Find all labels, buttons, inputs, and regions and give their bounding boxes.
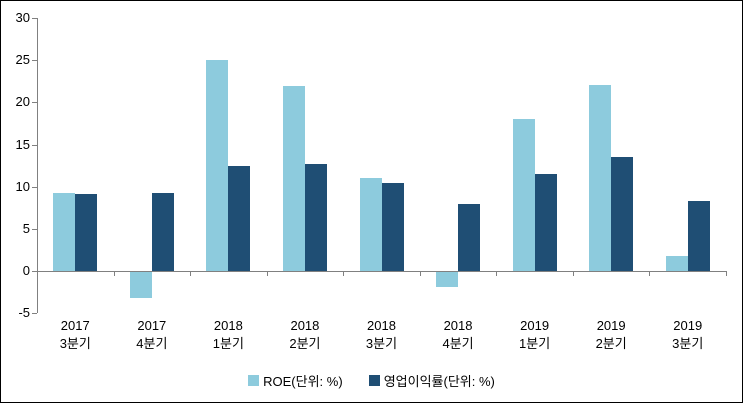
category-quarter: 3분기 [365,336,398,351]
y-axis-tick [32,18,37,19]
category-quarter: 3분기 [672,336,704,351]
x-axis-category-label: 2019 3분기 [649,317,727,353]
category-quarter: 1분기 [212,336,244,351]
y-axis-tick-label: 0 [22,263,30,278]
category-year: 2019 [520,318,550,333]
y-axis-tick [32,228,37,230]
bar-roe-2019-2분기 [589,85,612,271]
category-year: 2019 [596,318,626,333]
x-axis-category-label: 2018 1분기 [189,317,267,353]
bar-operating-margin-2018-4분기 [458,203,481,271]
x-axis-tick [113,271,115,276]
category-year: 2017 [137,318,167,333]
category-year: 2018 [213,318,243,333]
bar-operating-margin-2019-2분기 [611,157,634,271]
x-axis-tick [649,271,651,276]
x-axis-tick [572,271,574,276]
x-axis-category-label: 2017 4분기 [113,317,191,353]
category-quarter: 3분기 [59,336,91,351]
category-year: 2018 [443,318,473,333]
legend-swatch-operating-margin-icon [368,375,380,386]
bar-operating-margin-2018-2분기 [304,163,327,271]
y-axis-tick-label: 30 [15,10,30,25]
legend: ROE(단위: %) 영업이익률(단위: %) [1,371,742,390]
y-axis-tick [32,60,37,62]
bar-operating-margin-2017-4분기 [151,193,174,271]
bar-roe-2019-3분기 [665,255,688,271]
bar-roe-2018-1분기 [206,60,229,271]
legend-label-roe: ROE(단위: %) [263,374,343,389]
legend-item-operating-margin: 영업이익률(단위: %) [368,371,495,390]
y-axis-tick [32,186,37,188]
bar-roe-2018-4분기 [436,272,459,288]
category-quarter: 2분기 [289,336,321,351]
category-year: 2019 [673,318,703,333]
x-axis-tick [37,271,38,276]
category-year: 2018 [290,318,320,333]
bar-roe-2017-4분기 [129,272,152,299]
y-axis-tick [32,313,37,315]
x-axis-tick [266,271,268,276]
y-axis-tick-label: 5 [22,220,30,236]
x-axis-tick [190,271,192,276]
bar-operating-margin-2018-1분기 [228,166,251,271]
x-axis-category-label: 2018 2분기 [266,317,344,353]
bar-operating-margin-2018-3분기 [381,183,404,271]
y-axis-tick [32,271,37,272]
x-axis-category-label: 2018 3분기 [343,317,421,353]
category-quarter: 2분기 [595,336,627,351]
category-quarter: 4분기 [442,336,474,351]
y-axis-tick [32,144,37,146]
y-axis-tick-label: 20 [15,94,30,110]
bar-roe-2018-2분기 [282,86,305,271]
y-axis-tick-label: -5 [18,305,30,321]
bar-roe-2018-3분기 [359,178,382,271]
x-axis-tick [496,271,498,276]
x-axis-tick [419,271,421,276]
legend-label-operating-margin: 영업이익률(단위: %) [383,374,495,389]
y-axis-tick-label: 25 [15,52,30,68]
bar-operating-margin-2017-3분기 [75,194,98,271]
y-axis-tick-label: 15 [15,136,30,152]
category-quarter: 1분기 [519,336,551,351]
category-year: 2017 [60,318,90,333]
legend-swatch-roe-icon [248,375,260,386]
x-axis-tick [726,271,727,276]
y-axis-line [37,18,38,314]
x-axis-tick [343,271,345,276]
y-axis-tick-label: 10 [15,178,30,194]
bar-operating-margin-2019-1분기 [534,174,557,271]
x-axis-category-label: 2019 2분기 [572,317,650,353]
legend-item-roe: ROE(단위: %) [248,371,343,390]
x-axis-category-label: 2018 4분기 [419,317,497,353]
y-axis-tick [32,102,37,104]
x-axis-line [37,271,726,272]
x-axis-category-label: 2017 3분기 [36,317,114,353]
bar-operating-margin-2019-3분기 [687,201,710,271]
category-quarter: 4분기 [136,336,168,351]
bar-roe-2017-3분기 [53,192,76,271]
x-axis-category-label: 2019 1분기 [496,317,574,353]
category-year: 2018 [367,318,396,333]
bar-roe-2019-1분기 [512,119,535,271]
